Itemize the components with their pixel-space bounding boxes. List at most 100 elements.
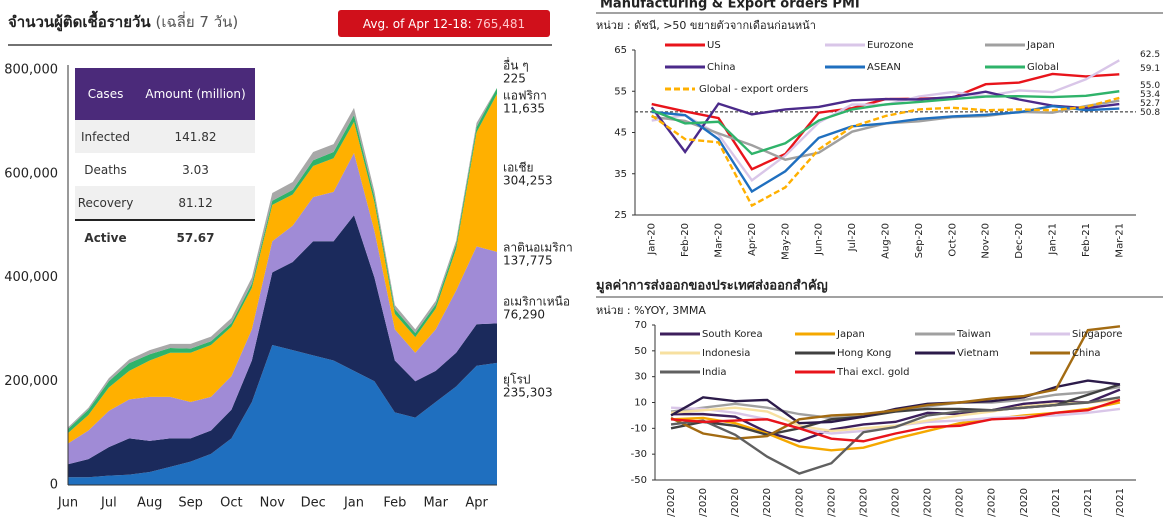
x-tick-label: Mar-21 bbox=[1114, 223, 1125, 258]
table-cell: Deaths bbox=[84, 162, 127, 177]
line bbox=[651, 96, 1120, 208]
subtitle: (เฉลี่ย 7 วัน) bbox=[155, 11, 238, 31]
x-tick-label: Jan-20 bbox=[647, 223, 658, 256]
x-tick-label: Sep-20 bbox=[914, 223, 925, 258]
x-tick-label: /2020 bbox=[1019, 488, 1030, 517]
end-label: 76,290 bbox=[503, 308, 545, 322]
chart-title: จำนวนผู้ติดเชื้อรายวัน (เฉลี่ย 7 วัน) bbox=[8, 10, 238, 32]
x-tick-label: Nov bbox=[260, 496, 286, 511]
annotation-box bbox=[338, 10, 550, 37]
x-tick-label: /2020 bbox=[794, 488, 805, 517]
x-tick-label: Oct bbox=[220, 496, 242, 511]
export-subtitle: หน่วย : %YOY, 3MMA bbox=[596, 304, 706, 317]
y-tick-label: 200,000 bbox=[4, 374, 58, 389]
legend-label: Taiwan bbox=[956, 329, 991, 340]
table-header: Cases bbox=[75, 68, 137, 120]
x-tick-label: Feb-20 bbox=[680, 223, 691, 257]
legend-label: ASEAN bbox=[867, 62, 901, 73]
y-tick-label: 55 bbox=[614, 86, 627, 97]
x-tick-label: Aug-20 bbox=[881, 223, 892, 259]
annotation: Avg. of Apr 12-18: 765,481 bbox=[363, 17, 525, 31]
x-tick-label: /2020 bbox=[891, 488, 902, 517]
x-tick-label: May-20 bbox=[780, 223, 791, 260]
x-tick-label: Jun-20 bbox=[814, 223, 825, 256]
end-label: 53.4 bbox=[1140, 90, 1160, 100]
end-label: 59.1 bbox=[1140, 64, 1160, 74]
end-label: 55.0 bbox=[1140, 81, 1160, 91]
pmi-title: Manufacturing & Export orders PMI bbox=[600, 0, 860, 12]
x-tick-label: /2020 bbox=[955, 488, 966, 517]
legend-label: China bbox=[707, 62, 736, 73]
x-tick-label: Aug bbox=[137, 496, 162, 511]
x-tick-label: /2020 bbox=[762, 488, 773, 517]
table-cell: 81.12 bbox=[136, 186, 255, 220]
x-tick-label: Jan-21 bbox=[1048, 223, 1059, 256]
legend-label: เอเชีย bbox=[503, 161, 534, 175]
legend-label: อื่น ๆ bbox=[503, 57, 529, 73]
y-tick-label: -10 bbox=[631, 423, 647, 434]
legend-label: Singapore bbox=[1072, 329, 1122, 340]
x-tick-label: /2020 bbox=[666, 488, 677, 517]
y-tick-label: 600,000 bbox=[4, 166, 58, 181]
area bbox=[68, 94, 497, 444]
line bbox=[670, 398, 1121, 443]
x-tick-label: Mar bbox=[423, 496, 448, 511]
x-tick-label: Mar-20 bbox=[714, 223, 725, 258]
legend-label: อเมริกาเหนือ bbox=[503, 295, 570, 309]
legend-label: Hong Kong bbox=[837, 348, 891, 359]
table-cell: 57.67 bbox=[136, 219, 255, 254]
y-tick-label: 65 bbox=[614, 45, 627, 56]
end-label: 11,635 bbox=[503, 102, 545, 116]
end-label: 52.7 bbox=[1140, 99, 1160, 109]
end-label: 235,303 bbox=[503, 386, 553, 400]
summary-table: Cases Amount (million) Infected 141.82 Dea… bbox=[75, 68, 255, 254]
x-tick-label: Oct-20 bbox=[947, 223, 958, 257]
end-label: 62.5 bbox=[1140, 50, 1160, 60]
end-label: 304,253 bbox=[503, 174, 553, 188]
y-tick-label: 10 bbox=[634, 398, 647, 409]
export-title: มูลค่าการส่งออกของประเทศส่งออกสำคัญ bbox=[596, 278, 828, 294]
x-tick-label: Nov-20 bbox=[981, 223, 992, 259]
x-tick-label: Feb-21 bbox=[1081, 223, 1092, 257]
annotation-label: Avg. of Apr 12-18: bbox=[363, 17, 472, 31]
table-cell: Infected bbox=[75, 120, 137, 153]
legend-label: ยุโรป bbox=[503, 373, 531, 388]
line bbox=[650, 90, 1120, 154]
legend-label: Japan bbox=[836, 329, 865, 340]
x-tick-label: /2020 bbox=[858, 488, 869, 517]
y-tick-label: 50 bbox=[634, 346, 647, 357]
table-cell: Active bbox=[75, 219, 137, 254]
legend-label: Eurozone bbox=[867, 40, 914, 51]
line bbox=[671, 388, 1121, 443]
x-tick-label: Apr-20 bbox=[747, 223, 758, 256]
annotation-value: 765,481 bbox=[475, 17, 525, 31]
end-label: 137,775 bbox=[503, 254, 553, 268]
line bbox=[651, 59, 1120, 183]
table-cell: Recovery bbox=[75, 186, 137, 220]
x-tick-label: /2020 bbox=[698, 488, 709, 517]
x-tick-label: Dec bbox=[301, 496, 326, 511]
x-tick-label: /2020 bbox=[923, 488, 934, 517]
legend-label: Vietnam bbox=[957, 348, 999, 359]
legend-label: Thai excl. gold bbox=[836, 367, 909, 378]
x-tick-label: Feb bbox=[383, 496, 406, 511]
legend-label: Japan bbox=[1026, 40, 1055, 51]
x-tick-label: Jul bbox=[100, 496, 117, 511]
x-tick-label: Sep bbox=[178, 496, 203, 511]
table-header: Amount (million) bbox=[136, 68, 255, 120]
x-tick-label: /2020 bbox=[987, 488, 998, 517]
y-tick-label: 0 bbox=[50, 478, 58, 493]
x-tick-label: Jan bbox=[343, 496, 364, 511]
x-tick-label: /2021 bbox=[1051, 488, 1062, 517]
area bbox=[68, 153, 497, 465]
y-tick-label: 400,000 bbox=[4, 270, 58, 285]
line bbox=[670, 398, 1121, 433]
legend-label: Global - export orders bbox=[699, 84, 808, 95]
legend-label: China bbox=[1072, 348, 1101, 359]
legend-label: ลาตินอเมริกา bbox=[503, 241, 573, 255]
x-tick-label: Jul-20 bbox=[847, 223, 858, 252]
end-label: 225 bbox=[503, 72, 526, 86]
table-cell: 3.03 bbox=[182, 162, 209, 177]
